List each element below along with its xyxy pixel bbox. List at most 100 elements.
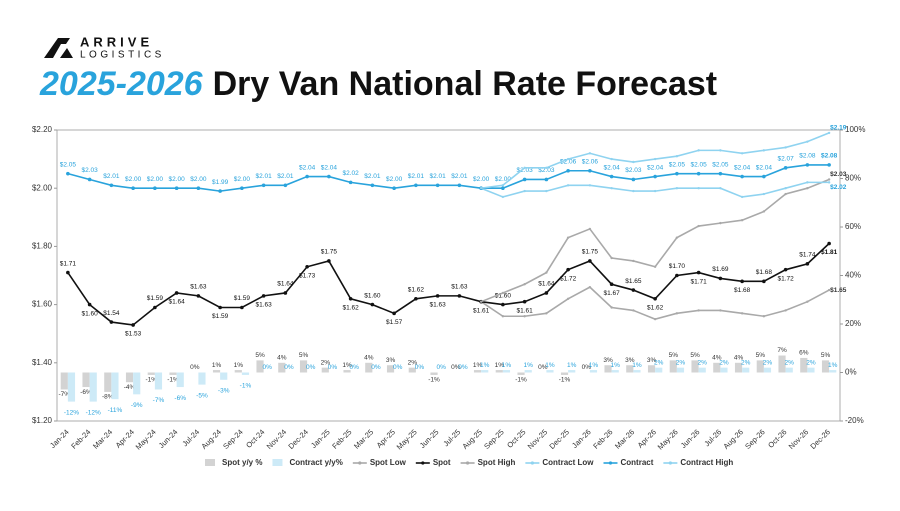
point [784,192,787,196]
data-label: $1.64 [168,299,185,306]
point [66,270,70,275]
point [609,282,614,287]
title-highlight: 2025-2026 [39,65,204,103]
point [697,309,700,312]
bar-label: 1% [545,362,555,369]
point [697,187,700,190]
data-label: $1.59 [212,313,229,320]
x-tick-label: Sep-25 [482,427,505,450]
bar-label: 1% [473,362,483,369]
bar-label: 0% [415,364,425,371]
bar-label: 5% [821,352,831,359]
data-label: $1.63 [255,302,272,309]
data-label: $1.53 [125,331,142,338]
bar [626,365,634,373]
bar-label: 0% [190,364,200,371]
point [501,184,505,187]
legend-dot [465,461,470,465]
point [523,166,526,170]
bar-label: -8% [102,394,114,401]
y-tick-label: $2.20 [32,125,53,134]
bar [633,370,641,373]
bar-label: 1% [632,362,642,369]
data-label: $1.68 [756,269,773,276]
point [588,184,592,187]
bar [386,365,395,373]
data-label: $2.05 [690,161,707,168]
point [609,174,614,179]
x-tick-label: Oct-24 [244,427,266,449]
bar-label: 3% [625,357,635,364]
bar-label: -6% [80,389,92,396]
data-label: $2.08 [799,153,816,160]
y-tick-label: $2.00 [32,183,53,192]
point [348,296,353,301]
point [523,315,526,318]
bar [691,360,699,373]
point [153,305,157,310]
data-label: $2.01 [429,173,446,180]
bar [241,372,250,375]
data-label: $1.75 [582,249,599,256]
y2-tick-label: 20% [845,319,861,328]
bar-label: -7% [153,397,165,404]
point [588,168,592,173]
data-label: $2.01 [451,173,468,180]
x-tick-label: Jan-26 [570,427,593,450]
x-tick-label: Jul-26 [702,427,723,448]
bar [111,372,119,400]
point [588,227,592,231]
point [545,312,548,315]
data-label: $2.00 [147,176,164,183]
x-tick-label: May-26 [656,427,680,451]
x-tick-label: Jun-26 [679,427,702,450]
point [827,241,831,246]
data-label: $1.69 [712,266,729,273]
data-label: $1.64 [538,281,555,288]
point [762,192,766,196]
bar [67,372,76,402]
point [806,300,809,303]
logo-mark [44,38,73,58]
legend-label: Contract y/y% [289,458,342,467]
point [66,171,70,176]
point [566,297,570,300]
bar [299,360,308,373]
bar-label: -5% [196,392,208,399]
x-tick-label: Mar-24 [91,427,114,450]
point [740,152,744,155]
bar-label: 1% [234,362,244,369]
data-label: $1.74 [799,252,816,259]
bar [473,370,482,373]
bar [742,367,750,373]
point [610,157,613,161]
x-tick-label: Aug-26 [721,427,744,450]
x-tick-label: Jan-24 [48,427,71,450]
y-tick-label: $1.60 [32,300,53,309]
data-label: $2.03 [516,167,533,174]
point [87,177,92,182]
data-label: $1.63 [190,284,207,291]
point [762,315,766,318]
bar-label: 1% [567,362,577,369]
data-label: $1.61 [473,307,490,314]
bar-label: -3% [218,387,230,394]
bar [647,365,656,373]
bar-label: -1% [167,377,179,384]
bar-label: 4% [364,355,374,362]
bar [568,370,576,373]
point [545,189,548,193]
data-label: $2.03 [81,167,98,174]
legend-swatch [272,459,283,466]
bar-label: 1% [502,362,512,369]
point [501,291,505,295]
x-tick-label: Apr-25 [375,427,397,449]
bar-label: 2% [806,359,816,366]
point [783,267,788,272]
bar [125,372,134,383]
point [131,186,135,190]
point [588,152,592,155]
point [544,177,549,182]
point [827,163,831,167]
x-tick-label: Mar-26 [613,427,636,450]
